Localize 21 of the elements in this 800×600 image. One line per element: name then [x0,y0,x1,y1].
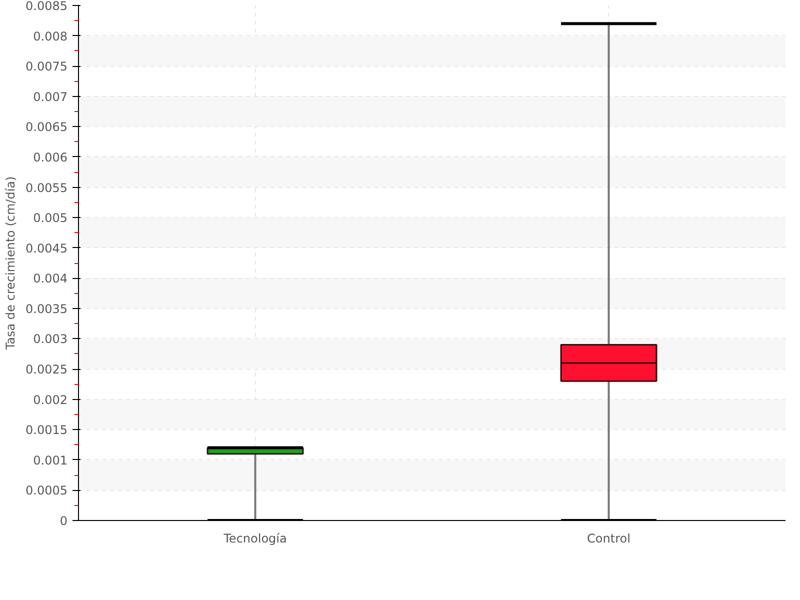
y-tick-label: 0.0045 [26,241,68,256]
y-tick-label: 0.0015 [26,423,68,438]
x-tick-label: Control [587,532,630,546]
y-tick-label: 0.001 [33,453,68,468]
y-tick-label: 0.0055 [26,180,68,195]
y-tick-label: 0.0035 [26,302,68,316]
y-tick-label: 0.008 [33,29,68,44]
y-tick-label: 0.0085 [26,0,68,13]
y-tick-label: 0.005 [33,211,68,226]
x-tick-label: Tecnología [222,532,287,546]
y-tick-label: 0.0005 [26,484,68,498]
y-axis-title: Tasa de crecimiento (cm/día) [4,176,18,351]
y-tick-label: 0.0025 [26,362,68,377]
y-tick-label: 0.006 [33,150,68,164]
y-tick-label: 0.004 [33,272,68,286]
y-tick-label: 0.0075 [26,60,68,74]
y-tick-label: 0.002 [33,392,68,407]
y-tick-label: 0.003 [33,332,68,346]
y-tick-label: 0.0065 [26,120,68,134]
y-tick-label: 0 [60,514,68,528]
y-tick-label: 0.007 [33,90,68,104]
